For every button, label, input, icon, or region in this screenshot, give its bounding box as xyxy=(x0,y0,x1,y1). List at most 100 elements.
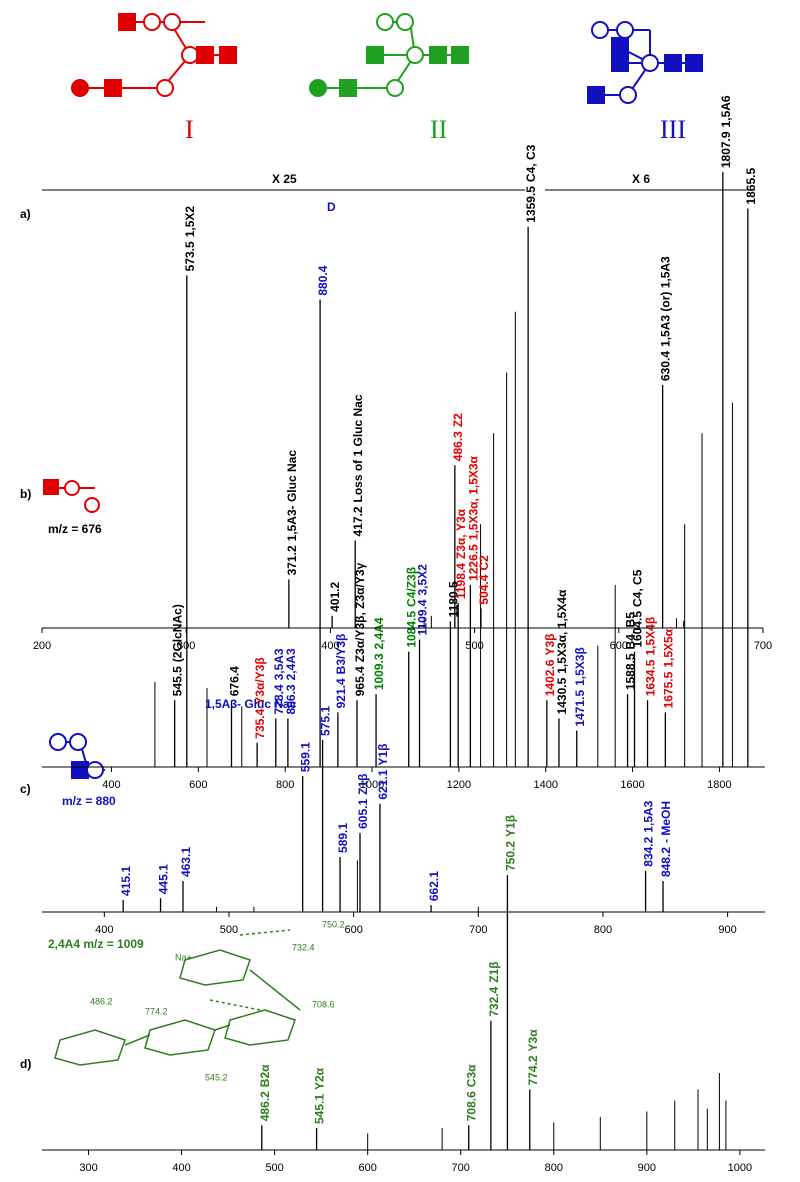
peak-label: 965.4 Z3α/Y3β, Z3α/Y3γ xyxy=(353,562,367,696)
peak-label: 1198.4 Z3α, Y3α xyxy=(454,508,468,599)
x-tick-label: 300 xyxy=(79,1162,97,1174)
peak-ion: B4, B5 xyxy=(624,612,638,650)
x-tick-label: 1600 xyxy=(620,779,644,791)
peak-ion: - MeOH xyxy=(659,801,673,843)
x-tick-label: 600 xyxy=(344,924,362,936)
x-tick-label: 400 xyxy=(172,1162,190,1174)
glycan-III xyxy=(587,21,703,104)
peak-mz: 605.1 xyxy=(356,799,370,829)
peak-mz: 445.1 xyxy=(157,864,171,894)
peak-mz: 417.2 xyxy=(351,506,365,536)
peak-ion: 2,4A4 xyxy=(372,617,386,649)
x-tick-label: 900 xyxy=(638,1162,656,1174)
peak-label: 1604.5 C4, C5 xyxy=(631,569,645,647)
peak-mz: 371.2 xyxy=(285,545,299,575)
peak-ion: 1,5X2 xyxy=(183,206,197,238)
peak-ion: (2GlcNAc) xyxy=(171,604,185,662)
structure-label: 774.2 xyxy=(145,1006,168,1016)
peak-mz: 504.4 xyxy=(477,574,491,604)
x-tick-label: 700 xyxy=(469,924,487,936)
peak-label: 545.5 (2GlcNAc) xyxy=(171,604,185,696)
panel-label: a) xyxy=(20,207,31,221)
peak-label: 708.6 C3α xyxy=(465,1064,479,1121)
peak-label: 1402.6 Y3β xyxy=(543,634,557,697)
peak-ion: Y3β xyxy=(543,634,557,656)
glycan-name: III xyxy=(660,115,686,144)
peak-mz: 575.1 xyxy=(319,706,333,736)
peak-mz: 880.4 xyxy=(316,265,330,295)
peak-mz: 1402.6 xyxy=(543,659,557,696)
peak-label: 486.2 B2α xyxy=(258,1064,272,1121)
peak-mz: 965.4 xyxy=(353,666,367,696)
peak-label: 1009.3 2,4A4 xyxy=(372,617,386,690)
peak-ion: Y1β xyxy=(376,744,390,766)
x-tick-label: 1800 xyxy=(707,779,731,791)
peak-ion: B3/Y3β xyxy=(334,634,348,675)
peak-ion: Y3α xyxy=(526,1029,540,1052)
peak-ion: Y3α/Y3β xyxy=(253,657,267,704)
peak-mz: 1109.4 xyxy=(416,599,430,635)
note: 2,4A4 m/z = 1009 xyxy=(48,937,144,951)
glycan-name: II xyxy=(430,115,447,144)
peak-label: 1675.5 1,5X5α xyxy=(662,628,676,708)
peak-label: 921.4 B3/Y3β xyxy=(334,634,348,709)
note: 1,5A3- Gluc Nac xyxy=(205,697,297,711)
structure-label: 486.2 xyxy=(90,996,113,1006)
panel-label: d) xyxy=(20,1057,31,1071)
peak-label: 1359.5 C4, C3 xyxy=(524,144,538,222)
peak-label: 575.1 xyxy=(319,706,333,736)
peak-label: 621.1 Y1β xyxy=(376,744,390,800)
peak-label: 605.1 Z1β xyxy=(356,774,370,829)
panel-label: c) xyxy=(20,782,31,796)
peak-ion: C3α xyxy=(465,1064,479,1087)
peak-label: 1807.9 1,5A6 xyxy=(719,95,733,168)
peak-mz: 589.1 xyxy=(336,823,350,853)
peak-label: 1109.4 3,5X2 xyxy=(416,564,430,636)
peak-mz: 415.1 xyxy=(119,866,133,896)
peak-ion: C4/Z3β xyxy=(405,567,419,607)
peak-label: 1180.5 xyxy=(447,581,461,617)
peak-mz: 1471.5 xyxy=(573,690,587,727)
peak-label: 1634.5 1,5X4β xyxy=(644,617,658,696)
peak-label: 463.1 xyxy=(179,847,193,877)
peak-mz: 1807.9 xyxy=(719,131,733,168)
peak-ion: Loss of 1 Gluc Nac xyxy=(351,394,365,502)
peak-label: 1430.5 1,5X3α, 1,5X4α xyxy=(555,589,569,714)
peak-ion: C2 xyxy=(477,555,491,571)
peak-mz: 1226.5 xyxy=(467,544,481,581)
peak-ion: C4, C5 xyxy=(631,569,645,607)
peak-label: 401.2 xyxy=(328,581,342,611)
peak-mz: 1359.5 xyxy=(524,186,538,223)
peak-label: 589.1 xyxy=(336,823,350,853)
peak-label: 806.3 2,4A3 xyxy=(284,648,298,714)
peak-label: 848.2 - MeOH xyxy=(659,801,673,877)
peak-ion: Z1β xyxy=(487,961,501,982)
peak-label: 880.4 xyxy=(316,265,330,295)
peak-mz: 621.1 xyxy=(376,769,390,799)
peak-ion: Z3α, Y3α xyxy=(454,508,468,559)
peak-mz: 630.4 xyxy=(659,351,673,381)
peak-label: 774.2 Y3α xyxy=(526,1029,540,1086)
peak-mz: 486.2 xyxy=(258,1091,272,1121)
peak-mz: 463.1 xyxy=(179,847,193,877)
peak-mz: 486.3 xyxy=(451,431,465,461)
peak-label: 573.5 1,5X2 xyxy=(183,206,197,272)
peak-mz: 735.4 xyxy=(253,708,267,738)
peak-mz: 1198.4 xyxy=(454,563,468,599)
peak-mz: 676.4 xyxy=(228,666,242,696)
peak-ion: 1,5A3- Gluc Nac xyxy=(285,450,299,542)
peak-ion: 1,5X3β xyxy=(573,647,587,686)
peak-ion: 1,5X3α, 1,5X4α xyxy=(555,589,569,674)
peak-mz: 921.4 xyxy=(334,678,348,708)
x-tick-label: 800 xyxy=(594,924,612,936)
note: D xyxy=(327,200,336,214)
x-tick-label: 500 xyxy=(220,924,238,936)
x-tick-label: 600 xyxy=(610,640,628,652)
fragment-icon xyxy=(49,733,105,779)
peak-label: 1471.5 1,5X3β xyxy=(573,647,587,726)
x-tick-label: 200 xyxy=(33,640,51,652)
structure-label: 545.2 xyxy=(205,1072,228,1082)
x-tick-label: 800 xyxy=(545,1162,563,1174)
peak-ion: 2,4A3 xyxy=(284,648,298,680)
